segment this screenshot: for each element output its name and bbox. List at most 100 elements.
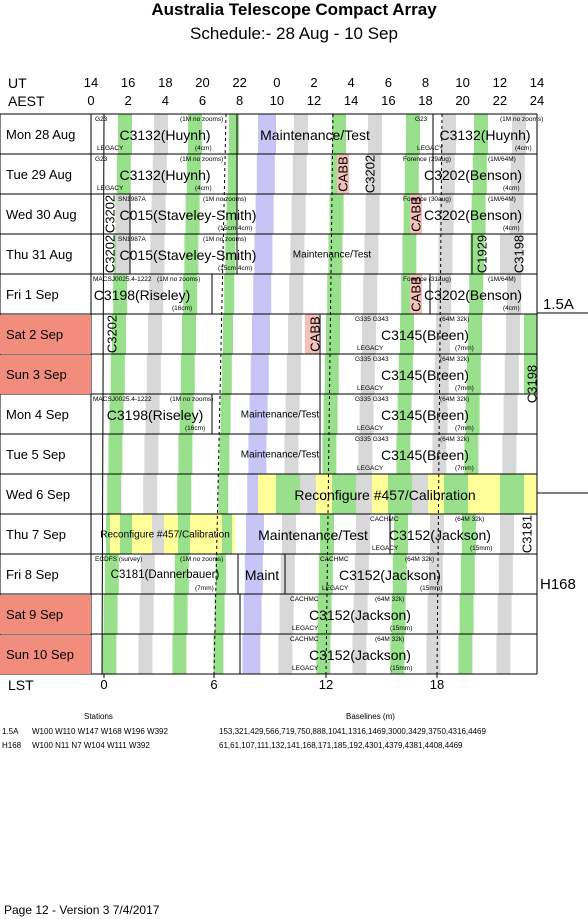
schedule-stripe (144, 434, 159, 474)
block-band: (4cm) (515, 145, 532, 152)
block-mode: (1M no zooms) (500, 116, 544, 123)
schedule-stripe (368, 114, 382, 154)
schedule-stripe (288, 314, 302, 354)
block-label: C3152(Jackson) (309, 647, 411, 663)
block-label: Reconfigure #457/Calibration (100, 529, 230, 541)
ut-tick: 0 (273, 75, 281, 90)
ut-tick: 14 (83, 75, 99, 90)
schedule-stripe (509, 194, 524, 234)
block-mode: (64M 32k) (375, 596, 405, 603)
schedule-stripe (356, 514, 370, 554)
schedule-stripe (504, 354, 519, 394)
config-label-15a: 1.5A (543, 296, 574, 313)
schedule-stripe (434, 354, 449, 394)
schedule-stripe (108, 434, 123, 474)
schedule-stripe (223, 314, 233, 354)
day-label: Fri 1 Sep (6, 287, 59, 302)
schedule-stripe (320, 514, 334, 554)
aest-tick: 6 (198, 93, 207, 108)
block-label: C3152(Jackson) (339, 567, 441, 583)
aest-tick: 14 (343, 93, 359, 108)
block-label: C3145(Breen) (381, 327, 469, 343)
schedule-stripe (284, 434, 299, 474)
block-label: Maintenance/Test (258, 527, 368, 543)
schedule-stripe (250, 354, 269, 394)
block-mode: (64M 32k) (440, 316, 470, 323)
schedule-stripe (318, 554, 333, 594)
schedule-stripe (116, 154, 131, 194)
schedule-stripe (459, 594, 474, 634)
schedule-stripe (182, 314, 196, 354)
schedule-stripe (352, 634, 367, 674)
aest-label: AEST (8, 93, 45, 109)
lst-tick: 18 (429, 677, 445, 692)
ut-tick: 8 (421, 75, 430, 90)
schedule-grid (0, 113, 588, 678)
schedule-stripe (140, 554, 155, 594)
schedule-stripe (427, 594, 442, 634)
schedule-stripe (388, 474, 412, 514)
block-source: G23 (95, 156, 108, 163)
block-label: Maintenance/Test (292, 249, 372, 261)
lst-tick: 6 (210, 677, 218, 692)
day-label: Wed 30 Aug (6, 207, 77, 222)
schedule-stripe (524, 314, 537, 354)
schedule-stripe (254, 234, 273, 274)
schedule-stripe (280, 554, 295, 594)
cabb-block (305, 314, 319, 354)
block-label: Maintenance/Test (240, 409, 320, 421)
config-stations: W100 W110 W147 W168 W196 W392 (32, 727, 168, 736)
block-mode: (64M 32k) (440, 436, 470, 443)
schedule-stripe (214, 594, 225, 634)
block-source: G335 G343 (355, 436, 389, 443)
schedule-stripe (502, 434, 517, 474)
schedule-stripe (362, 314, 376, 354)
block-band: (16cm) (172, 305, 193, 312)
aest-tick: 4 (161, 93, 169, 108)
schedule-stripe (152, 154, 167, 194)
schedule-stripe (324, 354, 339, 394)
schedule-stripe (104, 554, 119, 594)
schedule-stripe (139, 594, 154, 634)
block-mode: (1M/64M) (488, 276, 516, 283)
schedule-stripe (430, 514, 444, 554)
vertical-block-label: C3181 (519, 514, 535, 554)
schedule-stripe (392, 554, 407, 594)
block-source: Forence (30aug) (403, 196, 452, 203)
schedule-stripe (179, 394, 194, 434)
schedule-stripe (276, 474, 300, 514)
day-label: Sat 9 Sep (0, 595, 91, 634)
schedule-stripe (116, 194, 130, 234)
block-mode: (1M no zooms) (180, 116, 224, 123)
schedule-stripe (224, 274, 235, 314)
schedule-stripe (465, 394, 480, 434)
schedule-stripe (253, 274, 272, 314)
schedule-stripe (116, 234, 130, 274)
schedule-stripe (464, 434, 479, 474)
vertical-block-label: C3198 (511, 234, 527, 274)
schedule-stripe (358, 434, 373, 474)
cabb-block (337, 154, 349, 194)
schedule-stripe (120, 514, 132, 554)
schedule-stripe (353, 594, 368, 634)
block-legacy-tag: LEGACY (357, 345, 384, 352)
day-label: Fri 8 Sep (6, 567, 59, 582)
block-mode: (1M no zooms) (157, 276, 201, 283)
schedule-stripe (152, 514, 164, 554)
vertical-block-label: CABB (408, 276, 424, 312)
config-label-h168: H168 (540, 576, 576, 593)
schedule-stripe (107, 474, 122, 514)
page-subtitle: Schedule:- 28 Aug - 10 Sep (190, 24, 398, 43)
schedule-stripe (396, 434, 411, 474)
block-band: (7mm) (455, 425, 474, 432)
day-label: Mon 4 Sep (6, 407, 69, 422)
block-legacy-tag: LEGACY (372, 545, 399, 552)
block-legacy-tag: LEGACY (97, 185, 124, 192)
block-mode: (64M 32k) (440, 396, 470, 403)
schedule-stripe (356, 474, 372, 514)
schedule-stripe (151, 194, 166, 234)
ut-tick: 18 (158, 75, 173, 90)
schedule-stripe (177, 474, 192, 514)
schedule-stripe (466, 354, 481, 394)
block-source: MACSJ0025.4-1222 (93, 396, 152, 403)
